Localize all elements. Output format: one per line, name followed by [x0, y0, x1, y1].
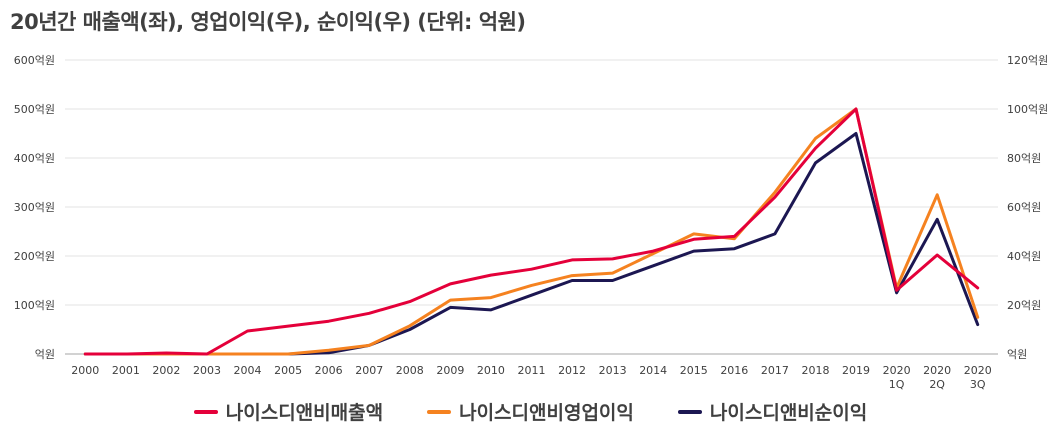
- right-axis-tick-label: 100억원: [1007, 103, 1048, 116]
- left-axis-tick-label: 500억원: [14, 103, 55, 116]
- legend-item-operating-profit: 나이스디앤비영업이익: [427, 398, 634, 425]
- left-axis-tick-label: 400억원: [14, 152, 55, 165]
- x-axis-tick-label: 2015: [680, 364, 708, 377]
- x-axis-tick-label: 2006: [315, 364, 343, 377]
- right-axis-tick-label: 80억원: [1007, 152, 1041, 165]
- right-axis-tick-label: 40억원: [1007, 250, 1041, 263]
- x-axis-tick-label: 2020 3Q: [964, 364, 992, 391]
- left-axis-tick-label: 100억원: [14, 299, 55, 312]
- x-axis-tick-label: 2004: [234, 364, 262, 377]
- x-axis-ticks: 2000 2001 2002 2003 2004 2005 2006 2007 2008 2009…: [71, 364, 991, 391]
- x-axis-tick-label: 2009: [436, 364, 464, 377]
- x-axis-tick-label: 2012: [558, 364, 586, 377]
- legend-swatch-net-income: [677, 409, 702, 414]
- left-axis-ticks: 억원 100억원 200억원 300억원 400억원 500억원 600억원: [14, 54, 55, 361]
- x-axis-tick-label: 2013: [599, 364, 627, 377]
- left-axis-tick-label: 억원: [35, 348, 55, 361]
- right-axis-tick-label: 억원: [1007, 348, 1027, 361]
- chart-title: 20년간 매출액(좌), 영업이익(우), 순이익(우) (단위: 억원): [10, 10, 526, 34]
- right-axis-tick-label: 120억원: [1007, 54, 1048, 67]
- x-axis-tick-label: 2000: [71, 364, 99, 377]
- legend-label-revenue: 나이스디앤비매출액: [225, 402, 384, 424]
- right-axis-ticks: 억원 20억원 40억원 60억원 80억원 100억원 120억원: [1007, 54, 1048, 361]
- right-axis-tick-label: 20억원: [1007, 299, 1041, 312]
- x-axis-tick-label: 2018: [801, 364, 829, 377]
- x-axis-tick-label: 2016: [720, 364, 748, 377]
- x-axis-tick-label: 2005: [274, 364, 302, 377]
- right-axis-tick-label: 60억원: [1007, 201, 1041, 214]
- legend-label-operating-profit: 나이스디앤비영업이익: [459, 402, 634, 424]
- x-axis-tick-label: 2010: [477, 364, 505, 377]
- left-axis-tick-label: 300억원: [14, 201, 55, 214]
- legend-swatch-revenue: [193, 409, 218, 414]
- series-line-revenue: [83, 107, 980, 356]
- x-axis-tick-label: 2011: [518, 364, 546, 377]
- x-axis-tick-label: 2007: [355, 364, 383, 377]
- x-axis-tick-label: 2002: [152, 364, 180, 377]
- series-lines: [83, 107, 980, 356]
- legend: 나이스디앤비매출액 나이스디앤비영업이익 나이스디앤비순이익: [0, 398, 1061, 425]
- x-axis-tick-label: 2014: [639, 364, 667, 377]
- x-axis-tick-label: 2008: [396, 364, 424, 377]
- legend-swatch-operating-profit: [427, 409, 452, 414]
- series-line-operating-profit: [83, 107, 980, 356]
- x-axis-tick-label: 2003: [193, 364, 221, 377]
- left-axis-tick-label: 600억원: [14, 54, 55, 67]
- x-axis-tick-label: 2020 2Q: [923, 364, 951, 391]
- legend-item-net-income: 나이스디앤비순이익: [677, 398, 868, 425]
- left-axis-tick-label: 200억원: [14, 250, 55, 263]
- series-line-net-income: [83, 132, 980, 356]
- legend-label-net-income: 나이스디앤비순이익: [709, 402, 868, 424]
- x-axis-tick-label: 2017: [761, 364, 789, 377]
- gridlines: [65, 59, 998, 355]
- x-axis-tick-label: 2019: [842, 364, 870, 377]
- legend-item-revenue: 나이스디앤비매출액: [193, 398, 384, 425]
- x-axis-tick-label: 2020 1Q: [883, 364, 911, 391]
- x-axis-tick-label: 2001: [112, 364, 140, 377]
